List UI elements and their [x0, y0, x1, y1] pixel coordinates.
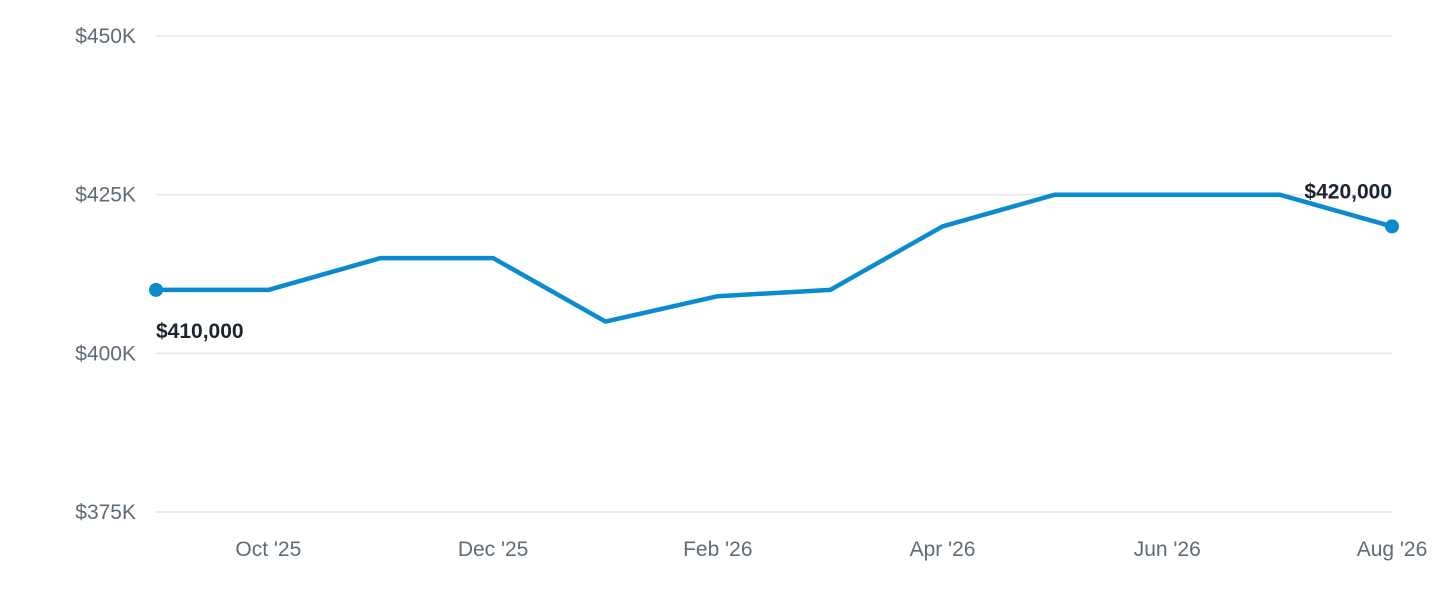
- data-labels: $410,000 $420,000: [156, 180, 1392, 342]
- series-layer: [153, 192, 1395, 324]
- y-tick-label: $450K: [75, 25, 136, 48]
- x-tick-label: Jun '26: [1134, 538, 1201, 561]
- series-line-0[interactable]: [153, 192, 1395, 324]
- y-tick-label: $400K: [75, 342, 136, 365]
- x-axis-ticks: Oct '25 Dec '25 Feb '26 Apr '26 Jun '26 Aug '…: [235, 538, 1427, 561]
- y-axis-ticks: $375K $400K $425K $450K: [75, 25, 136, 524]
- x-tick-label: Feb '26: [683, 538, 752, 561]
- grid-layer: [156, 35, 1392, 513]
- x-tick-label: Apr '26: [910, 538, 976, 561]
- data-label: $410,000: [156, 320, 244, 343]
- data-label: $420,000: [1304, 180, 1392, 203]
- end-point-marker[interactable]: [1385, 219, 1399, 234]
- x-tick-label: Dec '25: [458, 538, 529, 561]
- x-tick-label: Oct '25: [235, 538, 301, 561]
- y-tick-label: $425K: [75, 184, 136, 207]
- y-tick-label: $375K: [75, 501, 136, 524]
- endpoint-markers: [149, 219, 1399, 297]
- start-point-marker[interactable]: [149, 282, 163, 297]
- x-tick-label: Aug '26: [1357, 538, 1428, 561]
